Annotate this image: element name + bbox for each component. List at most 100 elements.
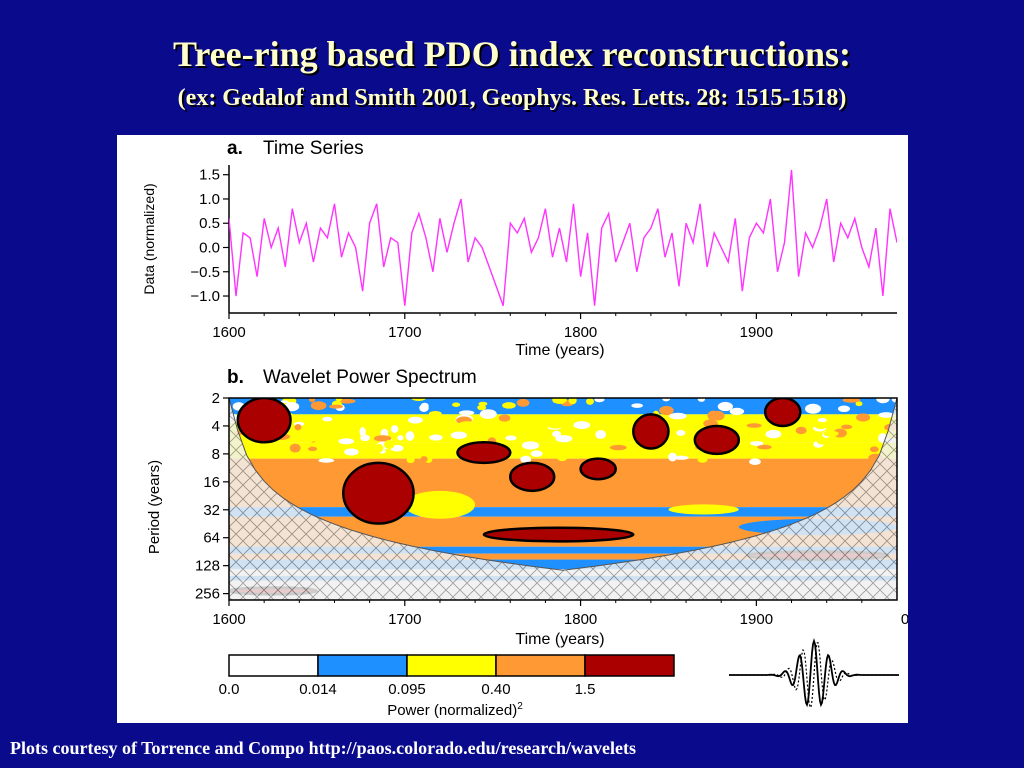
heatmap-speckle	[676, 429, 686, 437]
heatmap-speckle	[840, 424, 853, 430]
heatmap-speckle	[325, 438, 340, 449]
heatmap-speckle	[765, 429, 782, 439]
heatmap-patch	[721, 470, 862, 499]
heatmap-speckle	[520, 455, 532, 464]
heatmap-speckle	[415, 444, 423, 452]
panel-b-xtick-label: 1700	[388, 611, 421, 628]
panel-a-ytick-label: 1.5	[199, 167, 220, 184]
heatmap-patch	[668, 504, 739, 515]
colorbar-label: 0.0	[219, 681, 240, 698]
slide-title: Tree-ring based PDO index reconstruction…	[173, 34, 851, 74]
panel-a-ylabel: Data (normalized)	[141, 183, 157, 294]
heatmap-speckle	[631, 403, 643, 408]
heatmap-speckle	[294, 423, 302, 431]
heatmap-speckle	[595, 429, 607, 439]
heatmap-speckle	[729, 407, 745, 416]
panel-b-frame	[228, 397, 898, 601]
heatmap-speckle	[477, 404, 487, 411]
panel-a-xlabel: Time (years)	[515, 342, 604, 359]
heatmap-speckle	[360, 434, 370, 442]
heatmap-speckle	[823, 430, 839, 437]
heatmap-speckle	[450, 431, 468, 439]
figure-panel: a. Time Series Data (normalized) Time (y…	[117, 135, 909, 723]
panel-b-xtick-label: 1600	[212, 611, 245, 628]
significance-contour	[482, 526, 635, 543]
colorbar-swatch	[317, 654, 408, 677]
heatmap-speckle	[662, 398, 671, 402]
colorbar-label: 0.40	[481, 681, 510, 698]
cone-of-influence	[229, 398, 897, 600]
heatmap-speckle	[309, 441, 328, 448]
heatmap-speckle	[746, 423, 762, 428]
heatmap-speckle	[668, 452, 677, 462]
heatmap-speckle	[310, 401, 327, 411]
heatmap-speckle	[479, 409, 497, 419]
heatmap-speckle	[707, 410, 720, 421]
heatmap-speckle	[876, 398, 890, 404]
heatmap-speckle	[338, 438, 354, 445]
heatmap-speckle	[328, 404, 344, 409]
significance-contour	[236, 398, 292, 444]
panel-b-ytick-label: 32	[203, 502, 220, 519]
panel-a-series	[229, 169, 897, 306]
heatmap-speckle	[407, 416, 423, 424]
slide-subtitle: (ex: Gedalof and Smith 2001, Geophys. Re…	[177, 85, 847, 111]
heatmap-speckle	[373, 435, 392, 442]
panel-a-ytick-label: 0.5	[199, 215, 220, 232]
panel-b-heatmap	[229, 398, 897, 600]
panel-b-ytick-label: 16	[203, 474, 220, 491]
heatmap-speckle	[420, 456, 428, 463]
panel-a-label: a.	[227, 138, 243, 159]
heatmap-speckle	[429, 434, 443, 441]
significance-contour	[579, 457, 617, 481]
panel-b-xlabel: Time (years)	[515, 631, 604, 648]
heatmap-band	[229, 553, 897, 560]
heatmap-speckle	[573, 421, 591, 430]
heatmap-speckle	[397, 435, 404, 441]
heatmap-speckle	[308, 398, 316, 403]
heatmap-speckle	[795, 426, 807, 435]
footer-credit: Plots courtesy of Torrence and Compo htt…	[10, 738, 636, 758]
heatmap-speckle	[359, 427, 366, 437]
heatmap-speckle	[869, 446, 879, 453]
heatmap-speckle	[594, 398, 605, 403]
heatmap-speckle	[804, 403, 822, 414]
heatmap-speckle	[289, 443, 301, 453]
heatmap-speckle	[498, 414, 511, 422]
panel-b-label: b.	[227, 367, 244, 388]
heatmap-speckle	[817, 417, 827, 423]
heatmap-speckle	[375, 443, 384, 453]
panel-b-xtick-label: 1900	[740, 611, 773, 628]
panel-b-ytick-label: 4	[212, 418, 220, 435]
heatmap-band	[229, 398, 897, 415]
heatmap-speckle	[505, 435, 517, 441]
heatmap-speckle	[552, 430, 562, 438]
panel-b-ylabel: Period (years)	[146, 460, 163, 554]
heatmap-band	[229, 559, 897, 570]
heatmap-speckle	[842, 398, 861, 403]
heatmap-band	[229, 546, 897, 554]
panel-a-xtick-label: 1600	[212, 324, 245, 341]
significance-contour	[693, 424, 741, 456]
heatmap-speckle	[318, 458, 335, 463]
heatmap-speckle	[717, 401, 733, 412]
heatmap-speckle	[556, 451, 568, 462]
panel-a-xtick-label: 1800	[564, 324, 597, 341]
heatmap-speckle	[757, 444, 772, 450]
heatmap-speckle	[344, 448, 359, 456]
heatmap-speckle	[609, 444, 627, 451]
colorbar-swatch	[495, 654, 586, 677]
heatmap-speckle	[428, 410, 442, 417]
colorbar-swatch	[406, 654, 497, 677]
heatmap-patch	[404, 490, 476, 519]
panel-a-ytick-label: −0.5	[190, 264, 220, 281]
panel-a-ytick-label: 0.0	[199, 239, 220, 256]
morlet-wavelet-icon	[729, 637, 899, 709]
heatmap-speckle	[521, 441, 540, 450]
heatmap-speckle	[546, 420, 565, 429]
colorbar-label: 1.5	[575, 681, 596, 698]
panel-a-ytick-label: 1.0	[199, 191, 220, 208]
heatmap-speckle	[337, 398, 356, 404]
significance-contour	[763, 398, 802, 428]
panel-a-xtick-label: 1700	[388, 324, 421, 341]
